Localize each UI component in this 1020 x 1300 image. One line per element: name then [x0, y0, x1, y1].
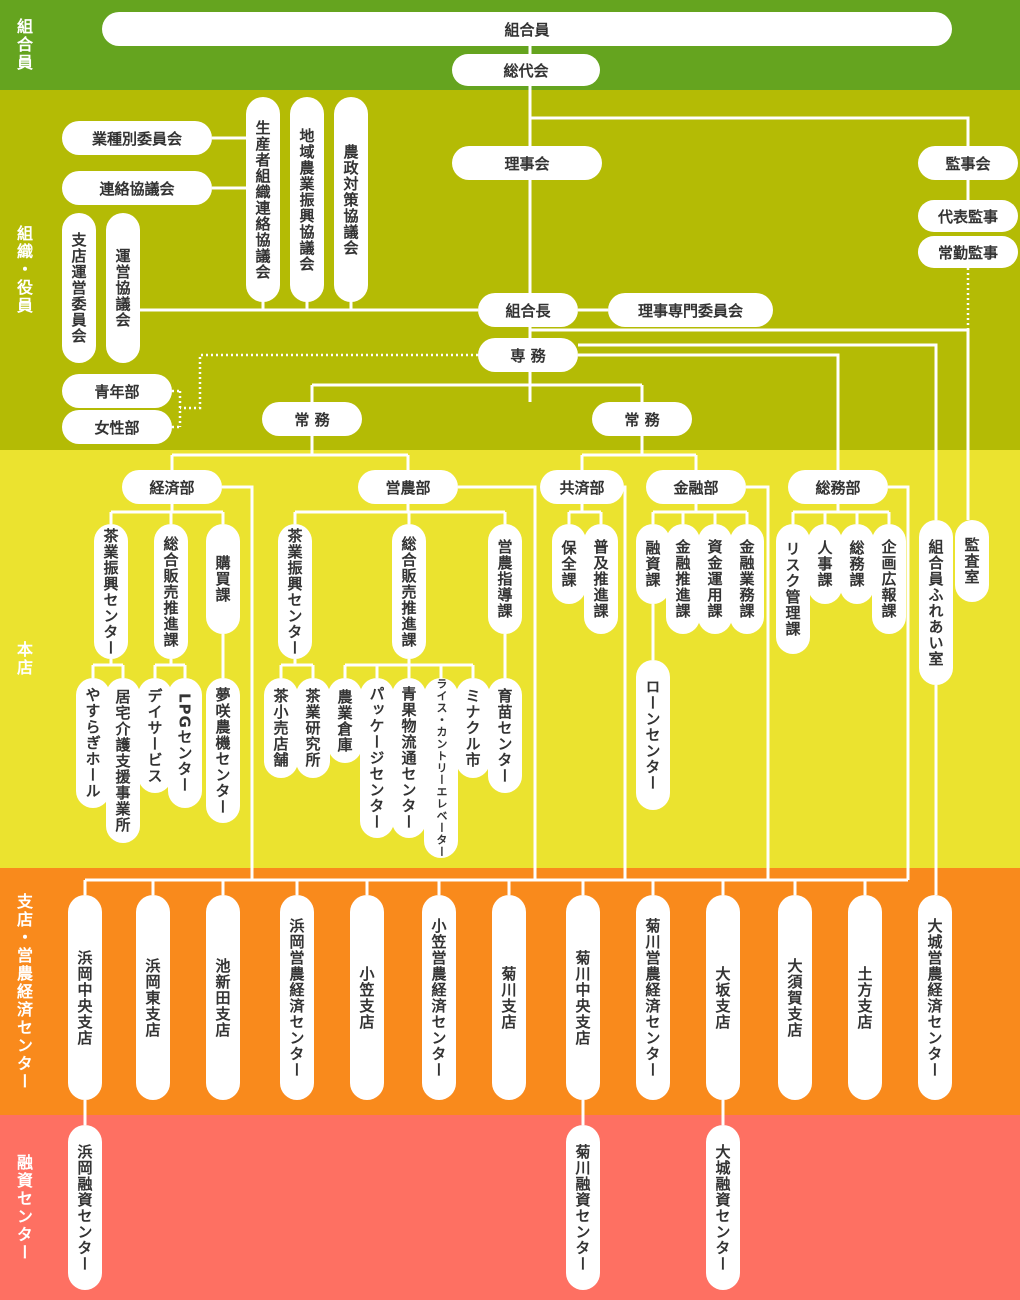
org-node: 菊川営農経済センター: [636, 895, 670, 1100]
org-node: 総合販売推進課: [154, 524, 188, 659]
org-node: 資金運用課: [698, 524, 732, 634]
org-node: 監事会: [918, 146, 1018, 180]
org-node: 大城営農経済センター: [918, 895, 952, 1100]
connector: [746, 485, 770, 880]
org-node: リスク管理課: [776, 524, 810, 654]
org-node: 池新田支店: [206, 895, 240, 1100]
band-label: 本店: [14, 641, 33, 677]
connector: [222, 485, 254, 880]
org-node: 専 務: [478, 338, 578, 372]
org-node: 地域農業振興協議会: [290, 97, 324, 302]
org-node: 融資課: [636, 524, 670, 604]
org-node: 代表監事: [918, 200, 1018, 232]
org-node: 保全課: [552, 524, 586, 604]
org-node: 夢咲農機センター: [206, 678, 240, 823]
connector: [530, 116, 970, 146]
org-node: 業種別委員会: [62, 121, 212, 155]
org-node: 浜岡東支店: [136, 895, 170, 1100]
org-node: 居宅介護支援事業所: [106, 678, 140, 843]
org-node: 営農指導課: [488, 524, 522, 634]
org-node: 土方支店: [848, 895, 882, 1100]
org-node: 組合員: [102, 12, 952, 46]
band-label: 支店・営農経済センター: [14, 892, 33, 1091]
org-node: 普及推進課: [584, 524, 618, 634]
org-node: ミナクル市: [456, 678, 490, 778]
org-node: ローンセンター: [636, 660, 670, 810]
org-node: 浜岡中央支店: [68, 895, 102, 1100]
org-node: 監査室: [955, 520, 989, 602]
org-node: 茶業研究所: [296, 678, 330, 778]
org-node: 菊川中央支店: [566, 895, 600, 1100]
org-node: 茶業振興センター: [278, 524, 312, 659]
org-node: 組合長: [478, 293, 578, 327]
org-node: 茶小売店舗: [264, 678, 298, 778]
org-node: 農業倉庫: [328, 678, 362, 763]
org-node: 大坂支店: [706, 895, 740, 1100]
org-node: 理事会: [452, 146, 602, 180]
band-label: 組織・役員: [14, 225, 33, 315]
dotted-connector: [180, 353, 478, 410]
org-node: 支店運営委員会: [62, 213, 96, 363]
band-label: 組合員: [14, 18, 33, 72]
connector: [623, 485, 627, 880]
org-node: デイサービス: [138, 678, 172, 793]
org-node: 青年部: [62, 374, 172, 408]
org-node: 常勤監事: [918, 236, 1018, 268]
band-label: 融資センター: [14, 1153, 33, 1262]
org-node: 浜岡融資センター: [68, 1125, 102, 1290]
org-node: LPGセンター: [168, 678, 202, 808]
org-node: 総務部: [788, 470, 888, 504]
connector: [888, 485, 910, 880]
org-node: 農政対策協議会: [334, 97, 368, 302]
org-node: ライス・カントリーエレベーター: [424, 678, 458, 858]
band: [0, 1115, 1020, 1300]
org-node: 小笠支店: [350, 895, 384, 1100]
org-node: 金融業務課: [730, 524, 764, 634]
connector: [458, 485, 537, 880]
org-node: 菊川融資センター: [566, 1125, 600, 1290]
org-node: 常 務: [262, 402, 362, 436]
org-node: 購買課: [206, 524, 240, 634]
org-node: 営農部: [358, 470, 458, 504]
org-node: 小笠営農経済センター: [422, 895, 456, 1100]
org-node: 経済部: [122, 470, 222, 504]
org-node: 女性部: [62, 410, 172, 444]
org-node: 総務課: [840, 524, 874, 604]
org-node: パッケージセンター: [360, 678, 394, 838]
org-node: 組合員ふれあい室: [919, 520, 953, 685]
org-node: 育苗センター: [488, 678, 522, 793]
org-node: 金融推進課: [666, 524, 700, 634]
connector: [578, 353, 840, 470]
org-node: 大須賀支店: [778, 895, 812, 1100]
org-node: 生産者組織連絡協議会: [246, 97, 280, 302]
org-node: 理事専門委員会: [608, 293, 773, 327]
org-node: 大城融資センター: [706, 1125, 740, 1290]
org-node: 連絡協議会: [62, 171, 212, 205]
org-node: 総合販売推進課: [392, 524, 426, 659]
org-node: 運営協議会: [106, 213, 140, 363]
org-node: 茶業振興センター: [94, 524, 128, 659]
org-node: 常 務: [592, 402, 692, 436]
org-node: 共済部: [540, 470, 624, 504]
org-node: 青果物流通センター: [392, 678, 426, 838]
org-node: やすらぎホール: [76, 678, 110, 808]
org-node: 企画広報課: [872, 524, 906, 634]
org-node: 金融部: [646, 470, 746, 504]
org-node: 浜岡営農経済センター: [280, 895, 314, 1100]
connector: [578, 343, 938, 520]
org-node: 総代会: [452, 54, 600, 86]
org-node: 菊川支店: [492, 895, 526, 1100]
org-node: 人事課: [808, 524, 842, 604]
